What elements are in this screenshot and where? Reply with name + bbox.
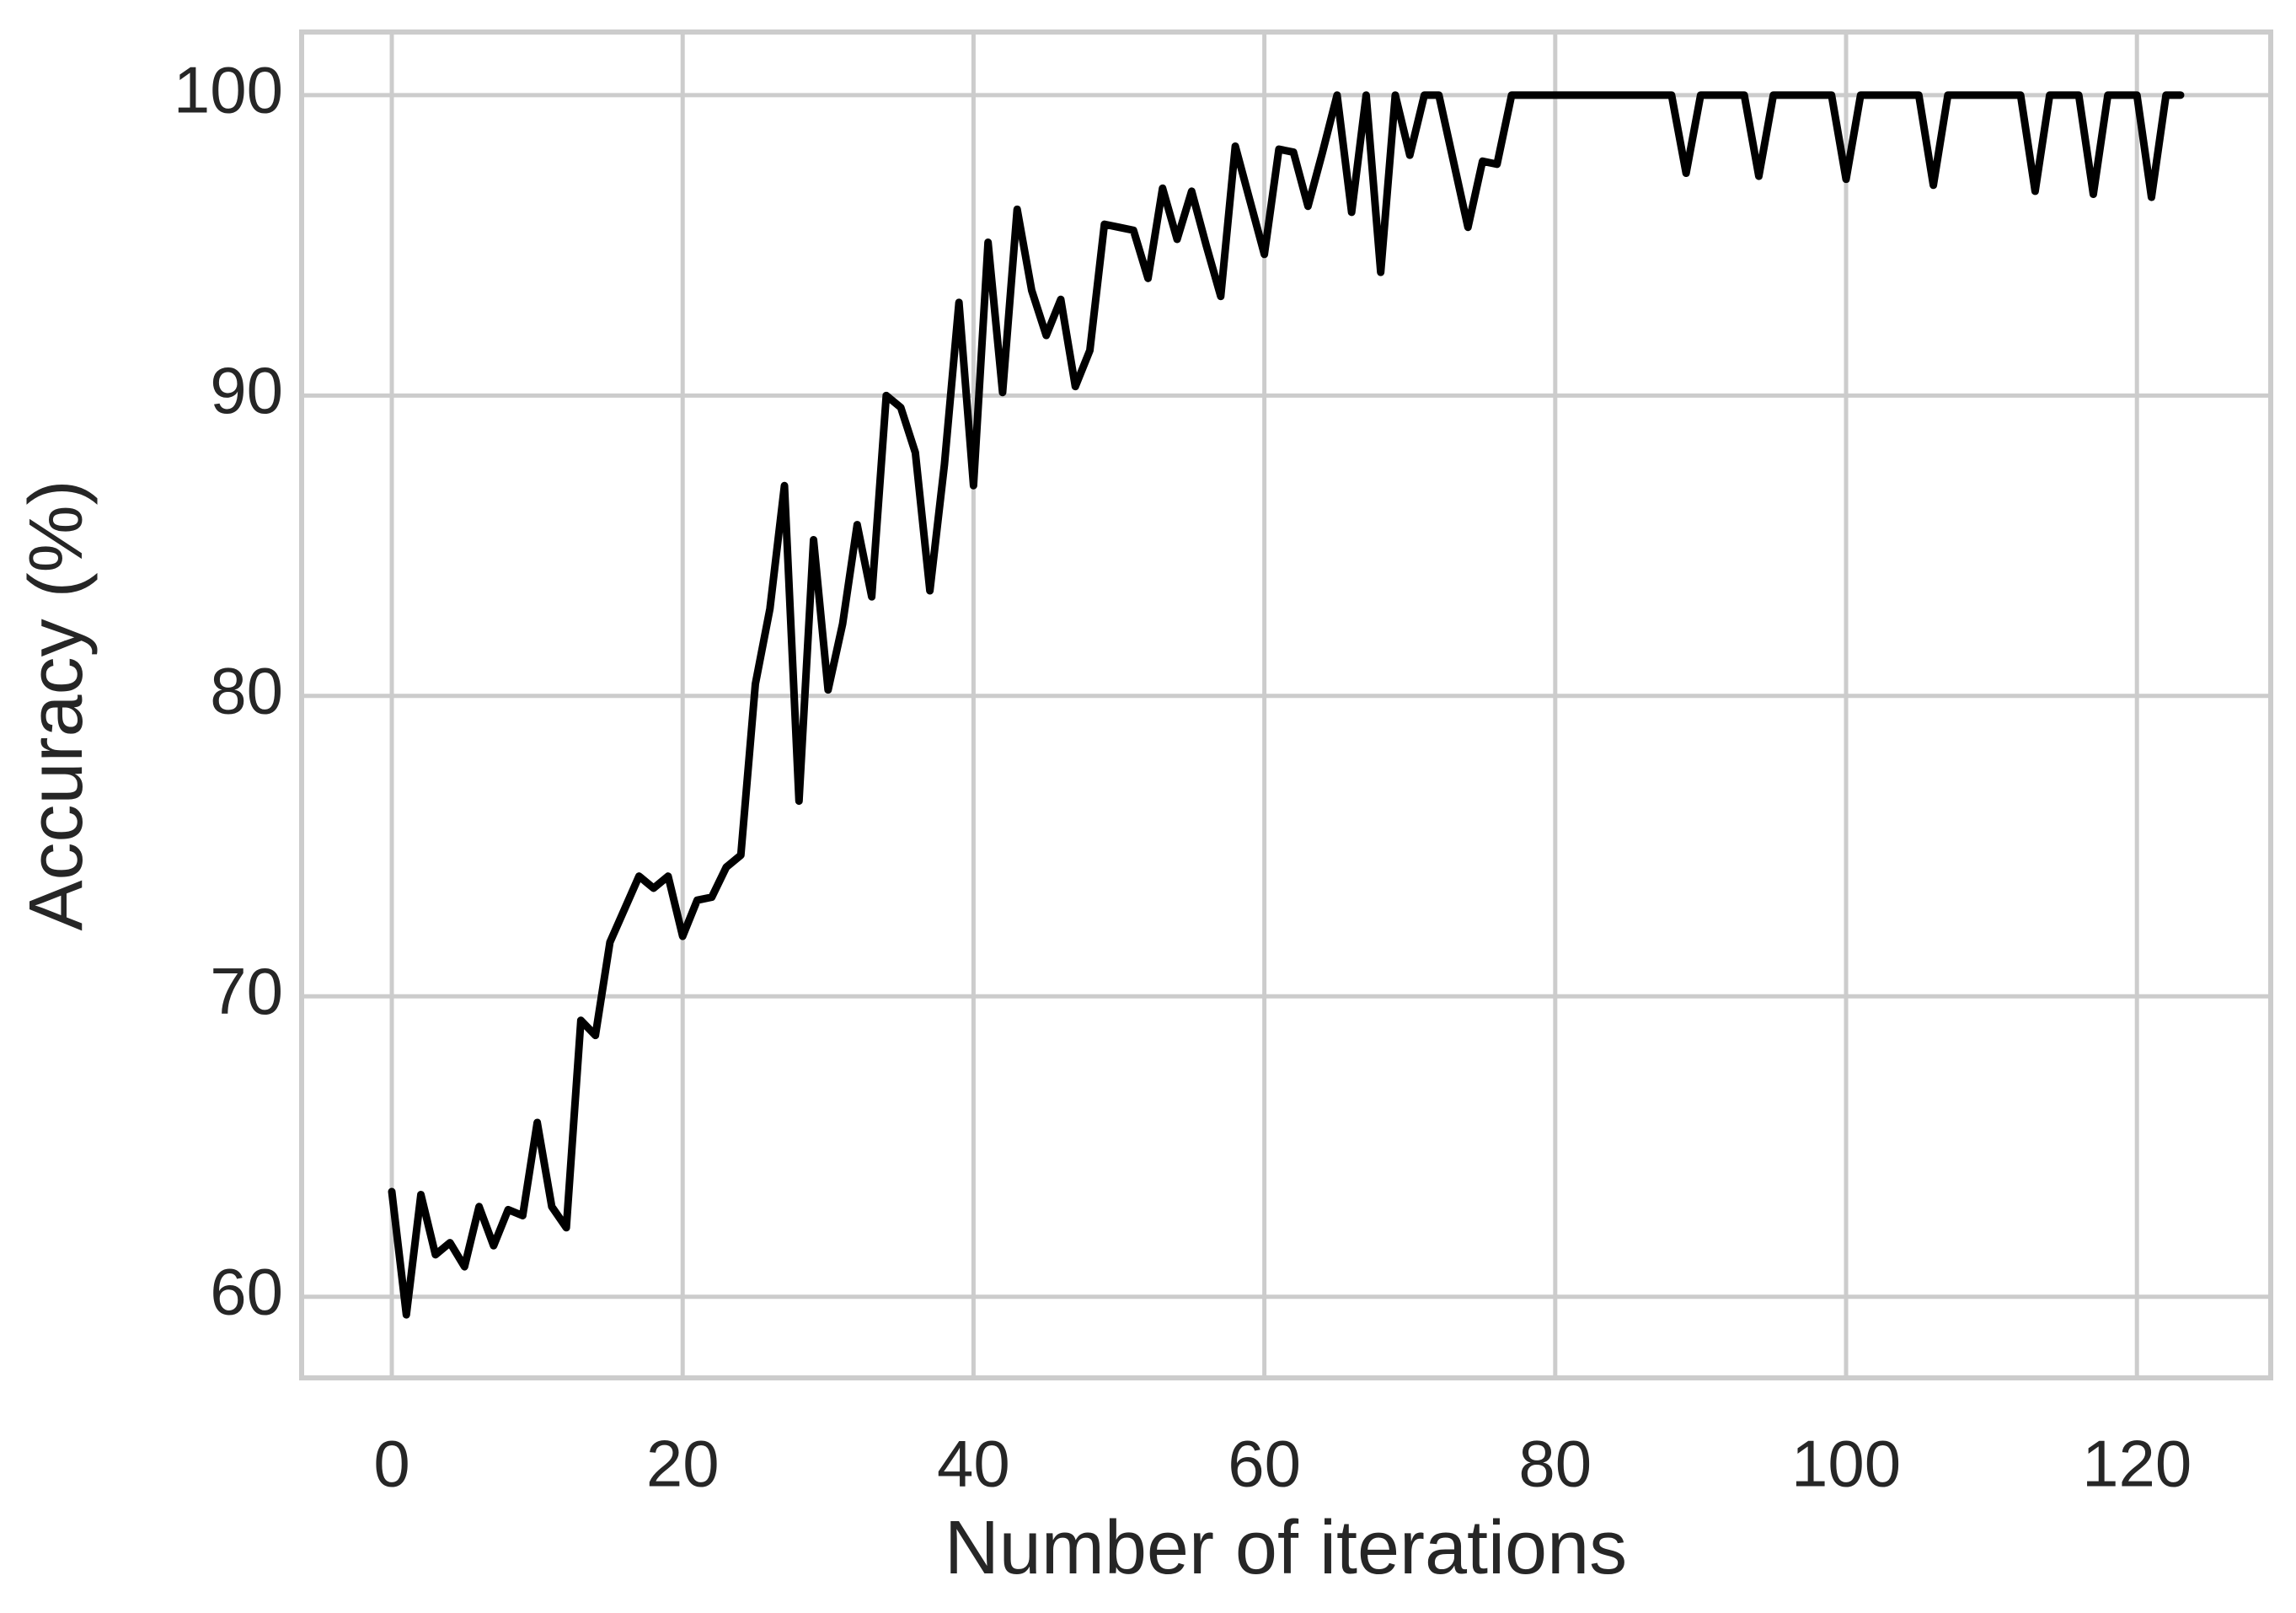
y-tick-label: 100 <box>174 52 283 126</box>
x-tick-label: 100 <box>1791 1427 1901 1501</box>
x-tick-label: 60 <box>1228 1427 1301 1501</box>
y-tick-label: 90 <box>210 353 283 427</box>
y-axis-label: Accuracy (%) <box>14 480 99 930</box>
plot-frame <box>299 29 2273 1380</box>
x-axis-label: Number of iterations <box>945 1506 1627 1590</box>
x-tick-label: 80 <box>1518 1427 1592 1501</box>
x-tick-label: 20 <box>646 1427 720 1501</box>
y-tick-label: 60 <box>210 1254 283 1328</box>
data-line <box>388 91 2185 1319</box>
y-tick-label: 80 <box>210 653 283 727</box>
y-tick-label: 70 <box>210 954 283 1028</box>
x-tick-label: 120 <box>2082 1427 2192 1501</box>
x-tick-label: 0 <box>373 1427 409 1501</box>
x-tick-label: 40 <box>937 1427 1010 1501</box>
